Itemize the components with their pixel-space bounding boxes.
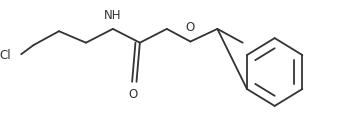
Text: Cl: Cl xyxy=(0,48,11,61)
Text: NH: NH xyxy=(104,9,122,22)
Text: O: O xyxy=(128,88,138,101)
Text: O: O xyxy=(186,21,195,34)
